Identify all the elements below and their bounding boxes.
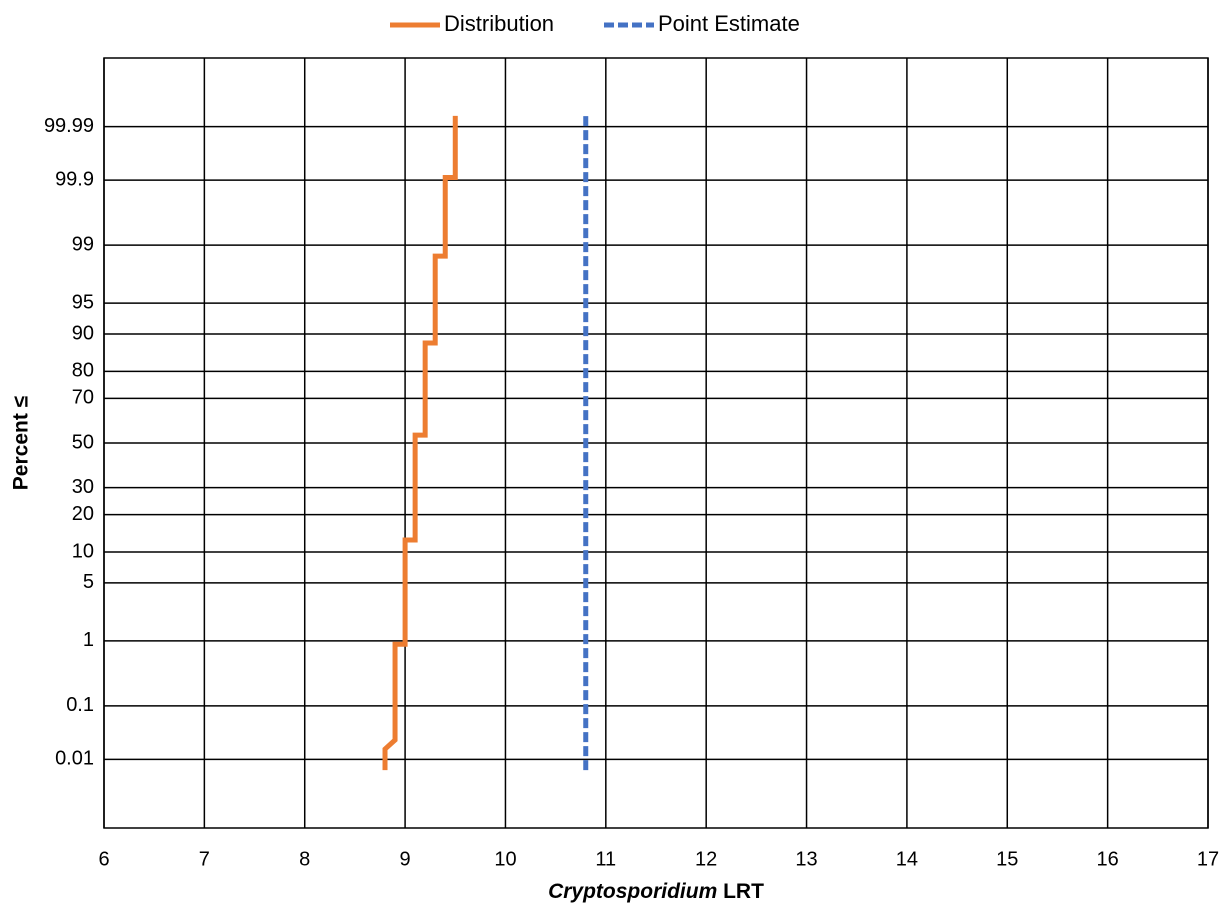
legend-label: Point Estimate (658, 11, 800, 36)
x-axis-title: Cryptosporidium LRT (548, 880, 764, 903)
y-tick-label: 50 (72, 431, 94, 453)
y-tick-label: 99.99 (44, 115, 94, 137)
x-tick-label: 13 (795, 848, 817, 870)
y-tick-label: 1 (83, 629, 94, 651)
y-tick-label: 5 (83, 571, 94, 593)
x-tick-label: 16 (1097, 848, 1119, 870)
x-tick-label: 12 (695, 848, 717, 870)
y-tick-label: 99 (72, 233, 94, 255)
legend-label: Distribution (444, 11, 554, 36)
series-line (382, 115, 458, 771)
y-tick-label: 0.01 (55, 748, 94, 770)
y-tick-label: 80 (72, 360, 94, 382)
y-tick-label: 99.9 (55, 168, 94, 190)
x-tick-label: 9 (400, 848, 411, 870)
x-tick-label: 8 (299, 848, 310, 870)
y-tick-label: 20 (72, 503, 94, 525)
y-tick-label: 95 (72, 291, 94, 313)
x-axis-title-italic: Cryptosporidium (548, 880, 717, 903)
y-tick-label: 0.1 (66, 694, 94, 716)
x-tick-label: 15 (996, 848, 1018, 870)
y-tick-label: 90 (72, 322, 94, 344)
y-tick-label: 10 (72, 540, 94, 562)
x-tick-label: 10 (494, 848, 516, 870)
y-axis-title: Percent ≤ (10, 395, 33, 490)
x-tick-label: 17 (1197, 848, 1219, 870)
y-tick-label: 30 (72, 476, 94, 498)
x-tick-label: 11 (595, 848, 616, 870)
x-tick-label: 14 (896, 848, 918, 870)
x-axis-title-rest: LRT (723, 880, 764, 903)
x-tick-label: 6 (98, 848, 109, 870)
x-tick-label: 7 (199, 848, 210, 870)
y-tick-label: 70 (72, 387, 94, 409)
